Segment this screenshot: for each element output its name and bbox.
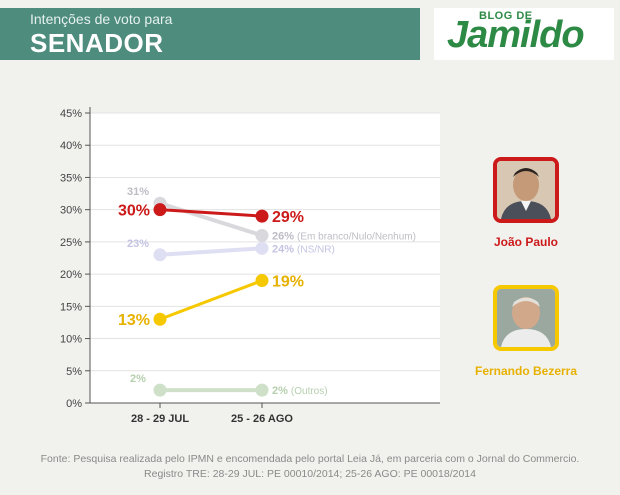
data-label: 24% (NS/NR)	[272, 243, 335, 255]
blog-logo-small: BLOG DE	[479, 10, 533, 22]
series-line	[158, 201, 264, 238]
y-tick-label: 45%	[60, 108, 82, 120]
y-tick-label: 30%	[60, 205, 82, 217]
data-label: 13%	[118, 312, 150, 329]
registry-line: Registro TRE: 28-29 JUL: PE 00010/2014; …	[144, 468, 476, 480]
y-tick-label: 0%	[66, 398, 82, 410]
data-label: 2% (Outros)	[272, 385, 328, 397]
y-tick-label: 15%	[60, 301, 82, 313]
y-tick-label: 40%	[60, 140, 82, 152]
header-subtitle: Intenções de voto para	[30, 11, 173, 27]
blog-logo-name: Jamildo	[447, 14, 585, 56]
candidate-name: Fernando Bezerra	[474, 364, 578, 378]
data-point	[153, 312, 167, 326]
fernando-bezerra-photo	[493, 285, 559, 351]
data-label: 26% (Em branco/Nulo/Nenhum)	[272, 230, 416, 242]
data-label: 30%	[118, 203, 150, 220]
joao-paulo-photo	[493, 157, 559, 223]
blog-logo[interactable]	[434, 8, 614, 60]
x-tick-label: 28 - 29 JUL	[131, 413, 189, 425]
jo-o-paulo-line	[158, 208, 264, 218]
source-note: Fonte: Pesquisa realizada pelo IPMN e en…	[0, 452, 620, 482]
candidate-name: João Paulo	[493, 235, 558, 249]
data-point	[255, 383, 269, 397]
series-line	[158, 246, 264, 257]
data-label: 23%	[127, 238, 149, 250]
y-tick-label: 5%	[66, 366, 82, 378]
data-point	[153, 248, 167, 262]
data-label: 31%	[127, 186, 149, 198]
data-point	[255, 274, 269, 288]
y-tick-label: 20%	[60, 269, 82, 281]
source-line: Fonte: Pesquisa realizada pelo IPMN e en…	[40, 453, 580, 465]
y-tick-label: 25%	[60, 237, 82, 249]
header-title: SENADOR	[30, 28, 164, 58]
data-label: 2%	[130, 373, 146, 385]
fernando-bezerra-line	[158, 279, 264, 321]
data-point	[255, 241, 269, 255]
plot-area	[90, 113, 440, 403]
data-point	[153, 383, 167, 397]
data-point	[153, 203, 167, 217]
data-label: 19%	[272, 274, 304, 291]
data-point	[255, 228, 269, 242]
header-band	[0, 8, 420, 60]
data-label: 29%	[272, 209, 304, 226]
data-point	[255, 209, 269, 223]
y-tick-label: 10%	[60, 334, 82, 346]
y-tick-label: 35%	[60, 172, 82, 184]
x-tick-label: 25 - 26 AGO	[231, 413, 293, 425]
